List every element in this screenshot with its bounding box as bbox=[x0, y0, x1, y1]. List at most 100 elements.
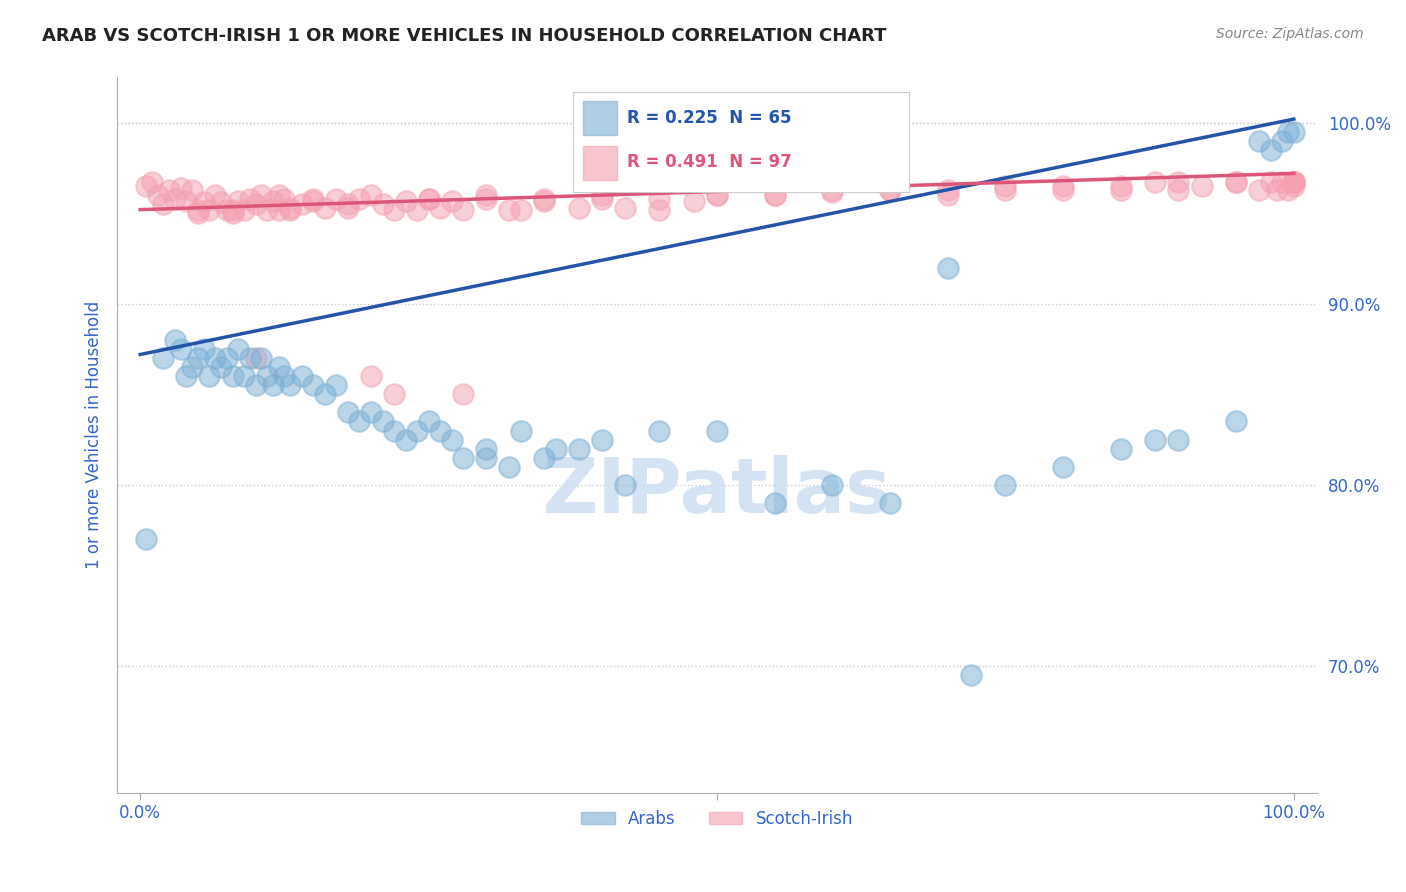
Point bbox=[1109, 183, 1132, 197]
Point bbox=[498, 202, 520, 217]
Point bbox=[360, 405, 382, 419]
Point bbox=[221, 202, 243, 217]
Point bbox=[273, 369, 295, 384]
Point bbox=[187, 202, 209, 217]
Point bbox=[198, 369, 221, 384]
Point bbox=[1144, 176, 1167, 190]
Point bbox=[256, 202, 278, 217]
Point bbox=[1249, 183, 1271, 197]
Point bbox=[475, 442, 498, 456]
Point bbox=[451, 387, 474, 401]
Point bbox=[262, 378, 284, 392]
Point bbox=[233, 202, 256, 217]
Point bbox=[544, 442, 567, 456]
Point bbox=[994, 478, 1017, 492]
Point bbox=[1282, 176, 1305, 190]
Point bbox=[429, 201, 451, 215]
Point bbox=[273, 192, 295, 206]
Point bbox=[394, 194, 416, 208]
Point bbox=[360, 369, 382, 384]
Point bbox=[267, 188, 290, 202]
Point bbox=[176, 369, 198, 384]
Point bbox=[1225, 176, 1247, 190]
Point bbox=[706, 188, 728, 202]
Point bbox=[181, 360, 204, 375]
Point bbox=[135, 532, 157, 546]
Point bbox=[533, 192, 555, 206]
Point bbox=[706, 424, 728, 438]
Point bbox=[613, 478, 636, 492]
Point bbox=[1271, 176, 1294, 190]
Point bbox=[349, 414, 371, 428]
Point bbox=[336, 197, 359, 211]
Point bbox=[763, 496, 786, 510]
Point bbox=[1052, 459, 1074, 474]
Point bbox=[141, 176, 163, 190]
Point bbox=[278, 202, 301, 217]
Point bbox=[256, 369, 278, 384]
Point bbox=[418, 192, 440, 206]
Point bbox=[302, 194, 325, 208]
Point bbox=[1265, 183, 1288, 197]
Point bbox=[936, 188, 959, 202]
Point bbox=[245, 197, 267, 211]
Point bbox=[325, 378, 347, 392]
Text: ARAB VS SCOTCH-IRISH 1 OR MORE VEHICLES IN HOUSEHOLD CORRELATION CHART: ARAB VS SCOTCH-IRISH 1 OR MORE VEHICLES … bbox=[42, 27, 887, 45]
Point bbox=[648, 202, 671, 217]
Point bbox=[360, 188, 382, 202]
Point bbox=[1271, 134, 1294, 148]
Y-axis label: 1 or more Vehicles in Household: 1 or more Vehicles in Household bbox=[86, 301, 103, 569]
Point bbox=[1277, 125, 1299, 139]
Point bbox=[187, 351, 209, 365]
Point bbox=[568, 442, 591, 456]
Point bbox=[204, 351, 226, 365]
Point bbox=[1191, 179, 1213, 194]
Point bbox=[648, 424, 671, 438]
Point bbox=[821, 478, 844, 492]
Point bbox=[371, 414, 394, 428]
Point bbox=[451, 450, 474, 465]
Point bbox=[706, 188, 728, 202]
Text: ZIPatlas: ZIPatlas bbox=[543, 455, 891, 529]
Point bbox=[1249, 134, 1271, 148]
Point bbox=[1167, 183, 1189, 197]
Point bbox=[193, 342, 215, 356]
Point bbox=[226, 194, 249, 208]
Point bbox=[1225, 414, 1247, 428]
Point bbox=[302, 378, 325, 392]
Point bbox=[221, 206, 243, 220]
Point bbox=[533, 194, 555, 208]
Point bbox=[382, 202, 405, 217]
Point bbox=[267, 202, 290, 217]
Point bbox=[250, 188, 273, 202]
Point bbox=[221, 369, 243, 384]
Point bbox=[349, 192, 371, 206]
Point bbox=[233, 369, 256, 384]
Text: Source: ZipAtlas.com: Source: ZipAtlas.com bbox=[1216, 27, 1364, 41]
Point bbox=[821, 183, 844, 197]
Point bbox=[1282, 179, 1305, 194]
Point bbox=[152, 197, 174, 211]
Point bbox=[406, 202, 429, 217]
Point bbox=[382, 387, 405, 401]
Point bbox=[250, 351, 273, 365]
Point bbox=[204, 188, 226, 202]
Point bbox=[1282, 125, 1305, 139]
Point bbox=[418, 414, 440, 428]
Point bbox=[510, 424, 533, 438]
Point bbox=[475, 450, 498, 465]
Point bbox=[879, 183, 901, 197]
Point bbox=[763, 188, 786, 202]
Point bbox=[209, 360, 232, 375]
Point bbox=[879, 496, 901, 510]
Point bbox=[936, 260, 959, 275]
Point bbox=[239, 192, 262, 206]
Point bbox=[163, 333, 186, 347]
Point bbox=[302, 192, 325, 206]
Point bbox=[1260, 176, 1282, 190]
Point bbox=[267, 360, 290, 375]
Point bbox=[245, 378, 267, 392]
Point bbox=[1167, 176, 1189, 190]
Point bbox=[591, 192, 613, 206]
Point bbox=[591, 433, 613, 447]
